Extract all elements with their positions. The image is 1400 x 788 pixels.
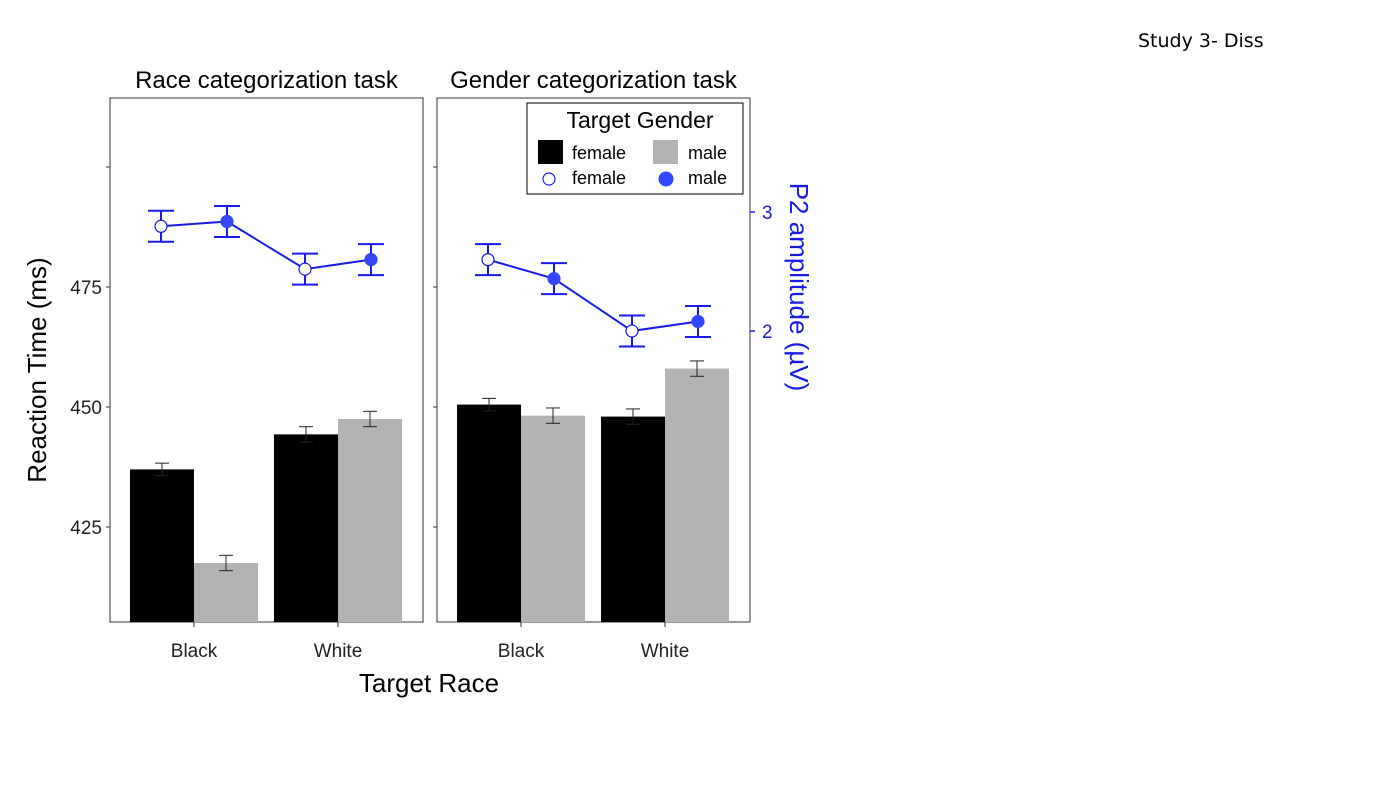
- y-tick-label: 425: [70, 518, 102, 539]
- legend-label-point-male: male: [688, 168, 727, 188]
- p2-point-female-white: [625, 324, 639, 338]
- bar-male-black: [194, 563, 258, 622]
- p2-line: [160, 220, 372, 271]
- panel-2: Gender categorization task Black White 2 3: [433, 67, 773, 662]
- panel-frame: [109, 97, 424, 623]
- legend-swatch-point-female: [542, 172, 556, 186]
- panel-title: Gender categorization task: [450, 67, 738, 94]
- panel-frame: [436, 97, 751, 623]
- x-tick-label: White: [314, 641, 363, 662]
- y-axis-right-title: P2 amplitude (µV): [784, 183, 814, 392]
- legend-box: [526, 102, 744, 195]
- y-tick-label: 450: [70, 398, 102, 419]
- p2-line: [487, 258, 699, 333]
- p2-point-female-black: [481, 253, 495, 267]
- legend-title: Target Gender: [566, 107, 713, 133]
- bar-male-black: [521, 415, 585, 622]
- legend-label-bar-male: male: [688, 143, 727, 163]
- panel-title: Race categorization task: [135, 67, 399, 94]
- y-right-tick-label: 2: [762, 322, 773, 343]
- legend-label-point-female: female: [572, 168, 626, 188]
- p2-point-male-black: [220, 214, 234, 229]
- bar-female-black: [130, 469, 194, 622]
- p2-point-male-black: [547, 272, 561, 286]
- x-tick-label: White: [641, 641, 690, 662]
- legend-swatch-point-male: [658, 171, 674, 187]
- x-tick-label: Black: [171, 641, 218, 662]
- slide-label: Study 3- Diss: [1138, 30, 1264, 52]
- bar-female-white: [601, 416, 665, 622]
- x-tick-label: Black: [498, 641, 545, 662]
- bar-female-black: [457, 404, 521, 622]
- p2-point-male-white: [364, 253, 378, 267]
- y-tick-label: 475: [70, 278, 102, 299]
- p2-point-female-black: [154, 219, 168, 233]
- legend: Target Gender female male female male: [526, 102, 744, 195]
- p2-point-male-white: [691, 314, 705, 329]
- x-axis-title: Target Race: [359, 668, 499, 698]
- legend-swatch-bar-male: [653, 140, 678, 164]
- bar-female-white: [274, 434, 338, 622]
- bar-male-white: [665, 368, 729, 622]
- y-right-tick-label: 3: [762, 203, 773, 224]
- bar-male-white: [338, 419, 402, 622]
- legend-swatch-bar-female: [538, 140, 563, 164]
- y-axis-title: Reaction Time (ms): [22, 257, 52, 482]
- panel-1: Race categorization task 425 450 475 Black Wh…: [70, 67, 424, 662]
- legend-label-bar-female: female: [572, 143, 626, 163]
- chart-panels: Race categorization task 425 450 475 Black Wh…: [70, 67, 772, 662]
- p2-point-female-white: [298, 262, 312, 276]
